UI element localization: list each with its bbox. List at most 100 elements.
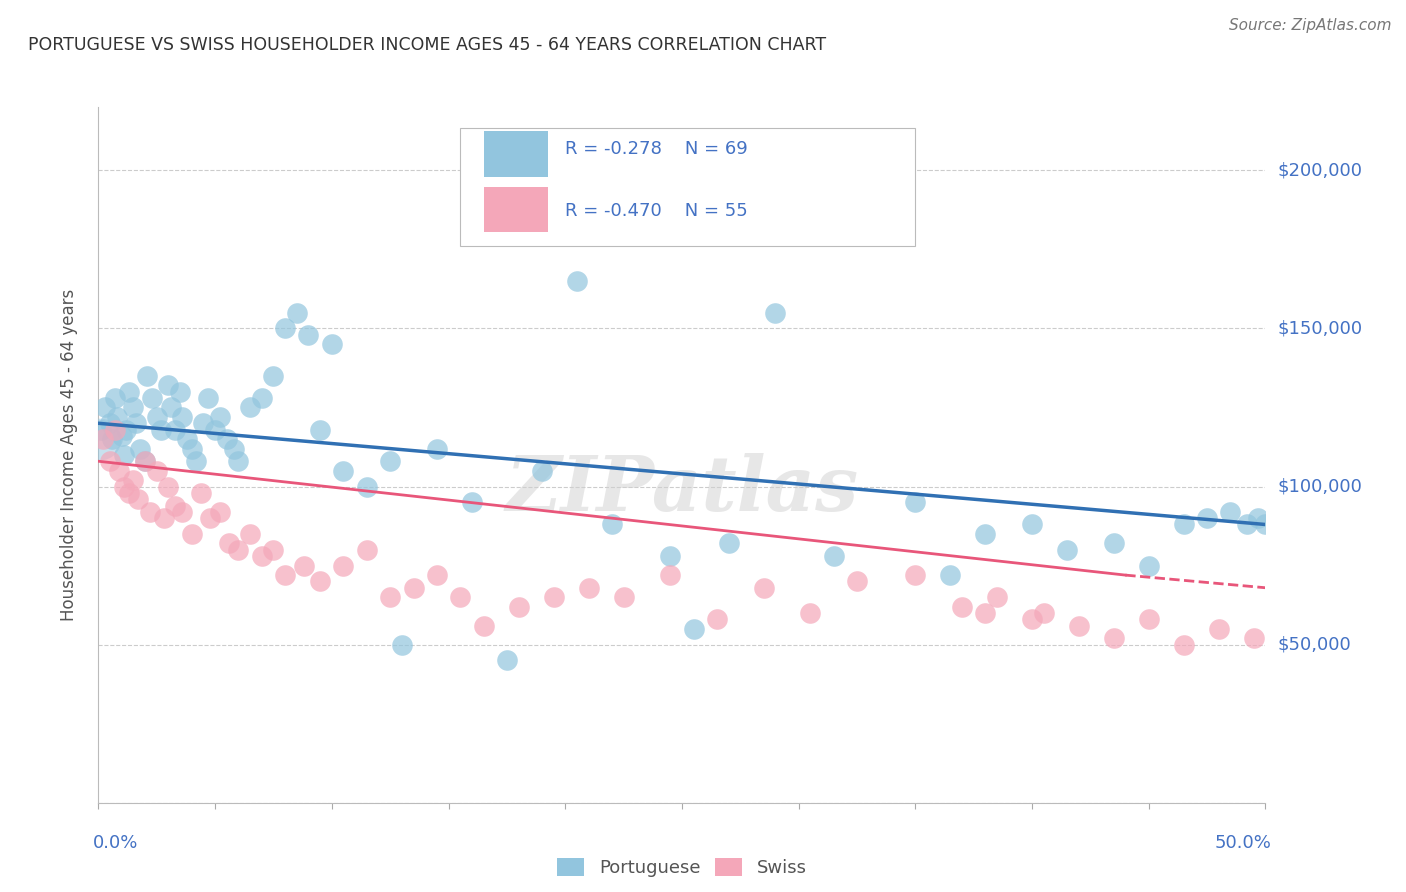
Point xyxy=(1137,558,1160,573)
Text: 50.0%: 50.0% xyxy=(1215,834,1271,852)
Point xyxy=(1173,517,1195,532)
Point xyxy=(157,479,180,493)
Point xyxy=(228,454,250,468)
Point xyxy=(1236,517,1258,532)
Point xyxy=(1243,632,1265,646)
Text: ZIPatlas: ZIPatlas xyxy=(505,453,859,526)
Point xyxy=(543,591,565,605)
Point xyxy=(378,454,402,468)
Point xyxy=(98,417,121,431)
Point xyxy=(332,558,354,573)
Point xyxy=(1247,511,1270,525)
Point xyxy=(90,423,112,437)
Point xyxy=(108,464,131,478)
Point xyxy=(129,442,152,456)
Point xyxy=(208,409,231,424)
Point xyxy=(150,423,173,437)
Point xyxy=(250,391,273,405)
Point xyxy=(426,442,449,456)
Point xyxy=(250,549,273,563)
Point xyxy=(172,409,194,424)
Point xyxy=(950,599,973,614)
Point xyxy=(1067,618,1090,632)
Point xyxy=(904,568,927,582)
Point xyxy=(125,417,148,431)
Point xyxy=(285,305,308,319)
Point xyxy=(1102,632,1125,646)
Point xyxy=(472,618,495,632)
Text: Source: ZipAtlas.com: Source: ZipAtlas.com xyxy=(1229,18,1392,33)
Point xyxy=(176,432,198,446)
Point xyxy=(239,527,262,541)
Point xyxy=(159,401,181,415)
Point xyxy=(89,432,111,446)
Text: $100,000: $100,000 xyxy=(1277,477,1362,496)
Point xyxy=(146,409,169,424)
Point xyxy=(939,568,962,582)
Point xyxy=(228,542,250,557)
Point xyxy=(134,454,156,468)
Point xyxy=(1219,505,1241,519)
Point xyxy=(449,591,471,605)
Point xyxy=(115,423,138,437)
Text: R = -0.470    N = 55: R = -0.470 N = 55 xyxy=(565,202,748,220)
Point xyxy=(391,638,413,652)
Point xyxy=(1208,622,1230,636)
Point xyxy=(461,495,484,509)
Bar xyxy=(484,187,548,232)
Legend: Portuguese, Swiss: Portuguese, Swiss xyxy=(550,850,814,884)
Text: R = -0.278    N = 69: R = -0.278 N = 69 xyxy=(565,140,748,158)
Point xyxy=(297,327,319,342)
Point xyxy=(823,549,845,563)
Point xyxy=(91,432,114,446)
Point xyxy=(530,464,553,478)
Bar xyxy=(460,128,915,246)
Point xyxy=(1056,542,1078,557)
Point xyxy=(578,581,600,595)
Point xyxy=(105,409,128,424)
Point xyxy=(165,423,187,437)
Point xyxy=(146,464,169,478)
Point xyxy=(612,591,634,605)
Text: PORTUGUESE VS SWISS HOUSEHOLDER INCOME AGES 45 - 64 YEARS CORRELATION CHART: PORTUGUESE VS SWISS HOUSEHOLDER INCOME A… xyxy=(28,36,827,54)
Point xyxy=(122,473,145,487)
Text: $200,000: $200,000 xyxy=(1277,161,1362,179)
Point xyxy=(1032,606,1054,620)
Point xyxy=(165,499,187,513)
Point xyxy=(309,423,332,437)
Point xyxy=(139,505,162,519)
Point xyxy=(134,454,156,468)
Point xyxy=(104,423,127,437)
Bar xyxy=(484,131,548,177)
Point xyxy=(101,432,124,446)
Point xyxy=(799,606,821,620)
Point xyxy=(508,599,530,614)
Point xyxy=(262,542,284,557)
Point xyxy=(112,479,135,493)
Point xyxy=(600,517,623,532)
Point xyxy=(904,495,927,509)
Point xyxy=(122,401,145,415)
Point xyxy=(717,536,740,550)
Point xyxy=(208,505,231,519)
Point xyxy=(197,391,219,405)
Point xyxy=(1173,638,1195,652)
Point xyxy=(986,591,1008,605)
Text: 0.0%: 0.0% xyxy=(93,834,138,852)
Point xyxy=(186,454,208,468)
Point xyxy=(118,384,141,399)
Point xyxy=(118,486,141,500)
Point xyxy=(565,274,588,288)
Point xyxy=(262,368,284,383)
Point xyxy=(180,527,202,541)
Point xyxy=(495,653,517,667)
Point xyxy=(169,384,191,399)
Point xyxy=(321,337,343,351)
Point xyxy=(94,401,117,415)
Point xyxy=(1102,536,1125,550)
Point xyxy=(172,505,194,519)
Point xyxy=(152,511,174,525)
Point xyxy=(157,378,180,392)
Point xyxy=(218,536,240,550)
Point xyxy=(193,417,215,431)
